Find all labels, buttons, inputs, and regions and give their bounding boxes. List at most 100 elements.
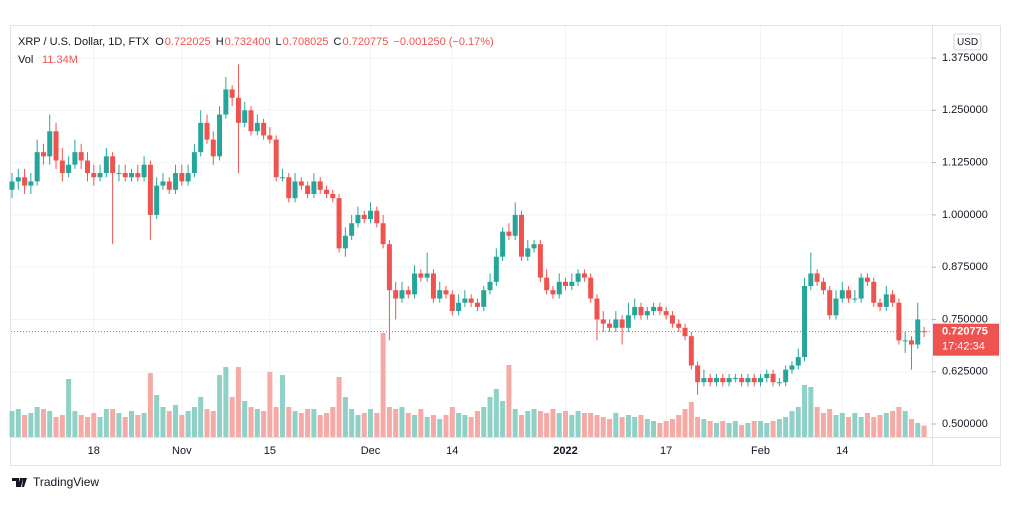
candle-body: [261, 122, 267, 136]
candle-body: [342, 235, 348, 249]
candle-body: [449, 294, 455, 312]
volume-bar: [739, 425, 745, 437]
candle-body: [160, 181, 166, 186]
currency: USD: [957, 37, 978, 48]
volume-bar: [581, 413, 587, 437]
volume-bar: [657, 423, 663, 437]
candle-body: [732, 378, 738, 380]
volume-bar: [405, 413, 411, 437]
candle-body: [921, 331, 927, 333]
candle-layer: [9, 64, 932, 395]
candle-body: [279, 177, 285, 179]
candle-body: [349, 223, 355, 236]
legend-low-label: L: [276, 36, 282, 48]
candle-body: [820, 281, 826, 291]
candle-body: [713, 378, 719, 383]
candle-body: [166, 181, 172, 190]
candle-body: [399, 290, 405, 299]
candle-body: [846, 290, 852, 299]
volume-bar: [78, 415, 84, 437]
volume-bar: [701, 419, 707, 437]
volume-bar: [97, 417, 103, 437]
x-tick-label: 17: [660, 445, 672, 457]
candle-body: [336, 198, 342, 249]
candle-body: [374, 210, 380, 224]
volume-bar: [355, 415, 361, 437]
volume-bar: [783, 417, 789, 437]
volume-bar: [103, 409, 109, 437]
candle-body: [808, 273, 814, 286]
candle-body: [802, 285, 808, 358]
candle-body: [632, 306, 638, 316]
volume-bar: [789, 411, 795, 437]
candle-body: [305, 185, 311, 194]
legend-low: 0.708025: [283, 36, 329, 48]
volume-bar: [820, 413, 826, 437]
candle-body: [902, 340, 908, 342]
volume-bar: [644, 419, 650, 437]
candle-body: [198, 122, 204, 153]
candle-body: [72, 152, 78, 165]
volume-bar: [487, 397, 493, 437]
candle-body: [59, 160, 65, 174]
candle-body: [116, 173, 122, 175]
candle-body: [91, 173, 97, 178]
candle-body: [827, 290, 833, 316]
volume-bar: [418, 409, 424, 437]
candle-body: [890, 294, 896, 303]
candle-body: [896, 302, 902, 341]
volume-bar: [217, 375, 223, 437]
candle-body: [456, 302, 462, 312]
candle-body: [242, 110, 248, 123]
currency-box[interactable]: [953, 33, 982, 51]
volume-label: Vol: [18, 54, 33, 66]
candle-body: [745, 378, 751, 383]
volume-bar: [412, 415, 418, 437]
x-tick-label: Nov: [172, 445, 192, 457]
x-tick-label: 14: [446, 445, 458, 457]
x-tick-label: 2022: [553, 445, 577, 457]
volume-bar: [91, 413, 97, 437]
volume-bar: [342, 397, 348, 437]
candle-body: [512, 214, 518, 236]
candle-body: [544, 277, 550, 291]
volume-bar: [292, 411, 298, 437]
candle-body: [770, 373, 776, 383]
volume-bar: [921, 425, 927, 437]
candle-body: [122, 173, 128, 178]
candle-body: [625, 315, 631, 328]
last-price-label: 0.720775: [942, 326, 988, 338]
candle-body: [607, 323, 613, 328]
x-tick-label: Dec: [361, 445, 381, 457]
volume-bar: [456, 413, 462, 437]
volume-bar: [695, 417, 701, 437]
volume-bar: [47, 411, 53, 437]
volume-bar: [437, 419, 443, 437]
volume-bar: [871, 417, 877, 437]
candle-body: [720, 378, 726, 383]
volume-bar: [802, 385, 808, 437]
candle-body: [858, 277, 864, 299]
candle-body: [147, 164, 153, 215]
candle-body: [47, 131, 53, 157]
volume-bar: [764, 423, 770, 437]
candle-body: [298, 181, 304, 186]
legend-close-label: C: [334, 36, 342, 48]
candle-body: [487, 281, 493, 291]
candle-body: [204, 122, 210, 140]
volume-bar: [896, 407, 902, 437]
candle-body: [575, 273, 581, 282]
volume-bar: [15, 409, 21, 437]
volume-bar: [544, 413, 550, 437]
x-tick-label: Feb: [751, 445, 770, 457]
candle-body: [518, 214, 524, 257]
volume-bar: [638, 415, 644, 437]
volume-bar: [317, 415, 323, 437]
volume-bar: [902, 411, 908, 437]
volume-bar: [619, 417, 625, 437]
volume-bar: [424, 417, 430, 437]
volume-bar: [191, 407, 197, 437]
candle-body: [569, 281, 575, 286]
volume-bar: [386, 407, 392, 437]
